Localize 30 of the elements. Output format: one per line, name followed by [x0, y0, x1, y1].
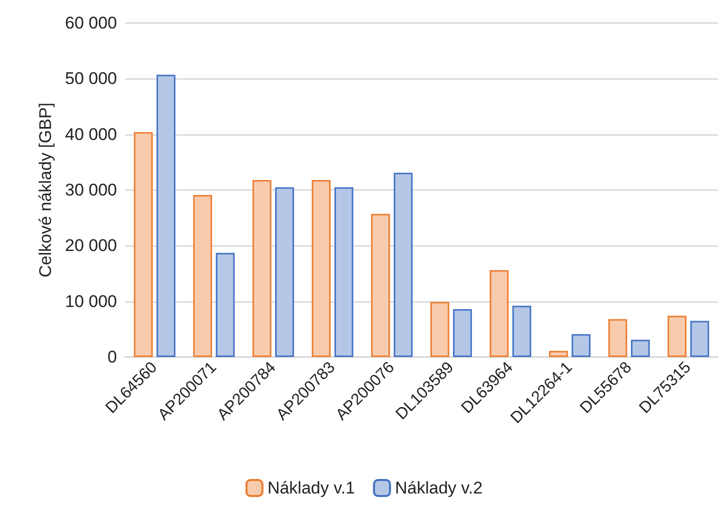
- y-tick-label: 50 000: [65, 69, 117, 88]
- y-tick-label: 40 000: [65, 124, 117, 144]
- bar: [630, 340, 650, 357]
- y-axis-title: Celkové náklady [GBP]: [36, 102, 56, 278]
- bar: [193, 195, 212, 357]
- legend-label: Náklady v.1: [267, 478, 356, 498]
- bar: [334, 187, 354, 357]
- bar: [275, 187, 294, 357]
- bar: [512, 306, 532, 357]
- bar: [216, 252, 235, 357]
- bar: [312, 180, 331, 357]
- bar: [572, 334, 591, 357]
- bar: [668, 316, 686, 357]
- bar: [430, 302, 450, 357]
- bar: [394, 172, 413, 357]
- bar: [490, 270, 509, 357]
- bar: [252, 180, 272, 357]
- y-tick-label: 20 000: [65, 236, 117, 256]
- bar: [548, 350, 568, 357]
- y-tick-label: 60 000: [65, 14, 117, 32]
- y-tick-label: 0: [108, 348, 117, 366]
- bar: [156, 74, 176, 357]
- bar: [690, 320, 710, 357]
- y-tick-label: 10 000: [65, 292, 117, 311]
- bar: [134, 132, 153, 357]
- bar: [608, 319, 628, 357]
- bar: [453, 309, 472, 357]
- legend-label: Náklady v.2: [395, 478, 483, 498]
- bar: [371, 214, 390, 357]
- y-tick-label: 30 000: [65, 180, 117, 200]
